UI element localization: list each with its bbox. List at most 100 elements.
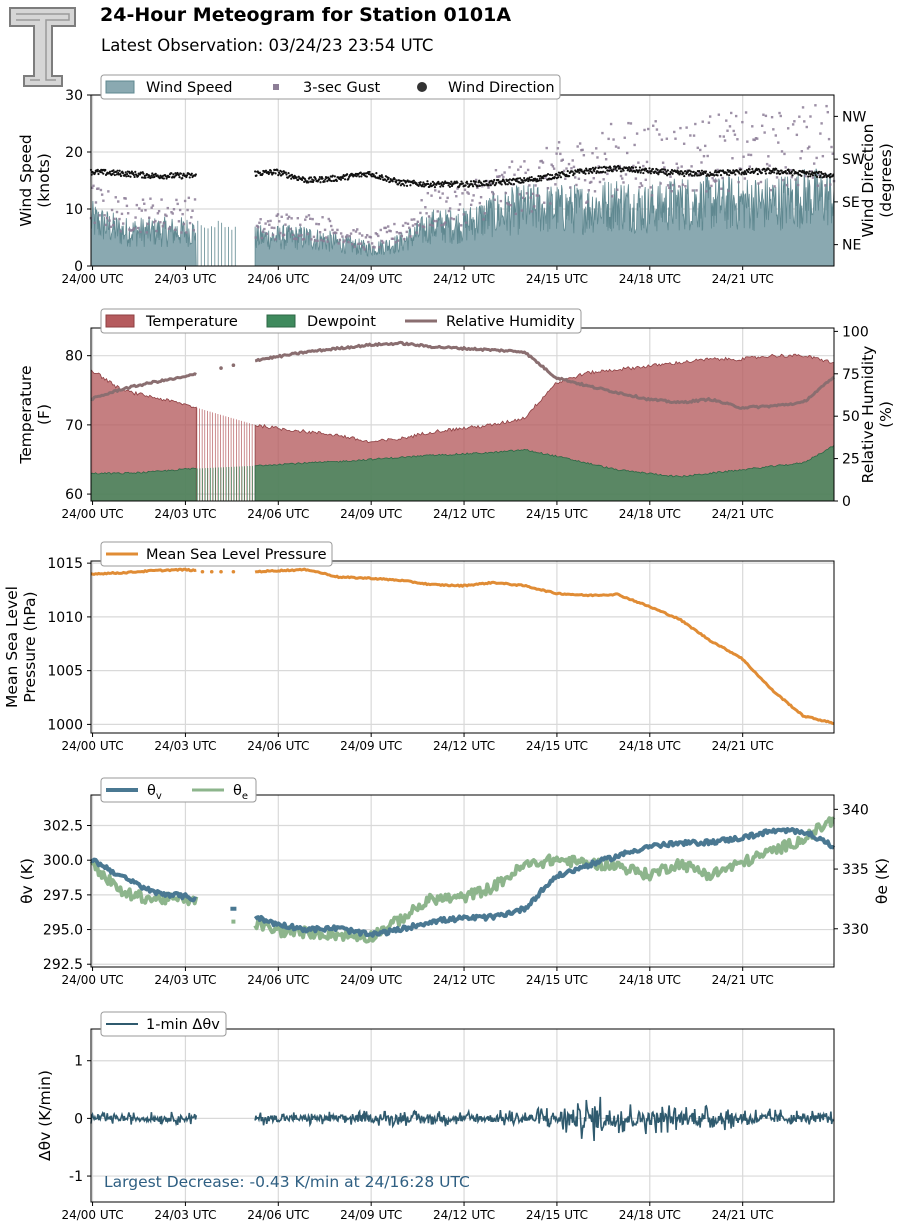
gust-point xyxy=(471,199,474,202)
wind-direction-point xyxy=(121,171,125,175)
gust-point xyxy=(543,201,546,204)
legend-entry: Temperature xyxy=(105,314,238,330)
wind-direction-point xyxy=(627,168,630,171)
wind-direction-point xyxy=(584,172,587,175)
gust-point xyxy=(117,200,120,203)
gust-point xyxy=(591,152,594,155)
legend-box xyxy=(100,1011,227,1037)
gust-point xyxy=(443,221,447,224)
gust-point xyxy=(399,231,402,235)
wind-direction-point xyxy=(726,173,729,176)
gust-point xyxy=(318,231,322,234)
dewpoint-area xyxy=(254,443,835,502)
gust-point xyxy=(507,203,510,206)
wind-direction-point xyxy=(255,174,258,177)
gust-point xyxy=(628,168,631,172)
wind-direction-point xyxy=(185,175,188,179)
y2-tick-label: 340 xyxy=(842,802,869,818)
gust-point xyxy=(814,104,817,107)
gust-point xyxy=(704,144,707,148)
gust-point xyxy=(747,153,750,156)
gust-point xyxy=(364,236,368,239)
gust-point xyxy=(503,171,506,174)
wind-direction-point xyxy=(666,174,669,177)
gust-point xyxy=(297,234,301,237)
gust-point xyxy=(445,200,448,203)
wind-direction-point xyxy=(689,172,692,176)
gust-point xyxy=(187,196,191,200)
gust-point xyxy=(736,138,739,141)
gust-point xyxy=(172,208,176,211)
wind-direction-point xyxy=(580,168,583,171)
gust-point xyxy=(149,197,152,200)
wind-direction-point xyxy=(792,169,795,172)
gust-point xyxy=(725,119,728,122)
legend-entry: 3-sec Gust xyxy=(273,80,380,96)
wind-direction-point xyxy=(368,170,371,174)
wind-direction-point xyxy=(437,180,440,183)
gust-point xyxy=(622,181,625,184)
gust-point xyxy=(483,212,486,215)
wind-direction-point xyxy=(330,179,333,183)
wind-direction-point xyxy=(154,172,157,175)
wind-direction-point xyxy=(412,179,415,182)
wind-direction-point xyxy=(530,175,533,179)
gust-point xyxy=(798,115,801,118)
gust-point xyxy=(115,210,119,214)
wind-direction-point xyxy=(763,168,766,171)
gust-point xyxy=(565,167,568,170)
wind-direction-point xyxy=(153,175,156,179)
gust-point xyxy=(611,195,614,198)
y2-tick-label: 25 xyxy=(842,452,860,468)
gust-point xyxy=(830,145,833,149)
gust-point xyxy=(827,137,831,141)
gust-point xyxy=(692,134,696,137)
legend-entry: 1-min Δθv xyxy=(106,1017,220,1033)
gust-point xyxy=(564,177,567,181)
gust-point xyxy=(354,230,358,233)
gust-point xyxy=(120,212,124,216)
wind-direction-point xyxy=(484,179,488,182)
gust-point xyxy=(517,168,520,171)
gust-point xyxy=(614,145,618,148)
gust-point xyxy=(492,192,495,196)
y-tick-label: -1 xyxy=(69,1169,83,1185)
mslp-point xyxy=(219,569,223,574)
wind-direction-point xyxy=(460,180,463,183)
wind-direction-point xyxy=(666,169,669,172)
gust-point xyxy=(544,176,547,180)
gust-point xyxy=(604,158,608,161)
wind-direction-point xyxy=(149,176,153,179)
wind-direction-point xyxy=(132,173,136,177)
gust-point xyxy=(110,208,114,212)
x-tick-label: 24/03 UTC xyxy=(154,1208,216,1222)
gust-point xyxy=(660,138,664,141)
gust-point xyxy=(107,190,110,193)
gust-point xyxy=(161,224,165,228)
gust-point xyxy=(403,237,406,241)
gust-point xyxy=(601,131,604,135)
mslp-line xyxy=(254,567,835,726)
gust-point xyxy=(762,113,765,116)
x-tick-label: 24/00 UTC xyxy=(61,507,123,521)
gust-point xyxy=(174,228,177,232)
wind-direction-point xyxy=(419,181,422,184)
x-tick-label: 24/21 UTC xyxy=(712,739,774,753)
wind-direction-point xyxy=(108,170,112,173)
gust-point xyxy=(396,239,400,242)
wind-direction-point xyxy=(595,171,598,175)
gust-point xyxy=(708,115,712,118)
wind-direction-point xyxy=(469,180,473,183)
wind-direction-point xyxy=(665,170,668,173)
wind-direction-point xyxy=(483,184,486,187)
gust-point xyxy=(458,203,462,206)
gust-point xyxy=(699,148,702,152)
y2-tick-label: 0 xyxy=(842,494,851,510)
wind-direction-point xyxy=(365,175,368,178)
wind-direction-point xyxy=(268,171,271,174)
wind-direction-point xyxy=(716,174,719,177)
wind-direction-point xyxy=(125,175,128,178)
gust-point xyxy=(181,212,184,216)
gust-point xyxy=(429,223,432,227)
y-tick-label: 300.0 xyxy=(43,853,83,869)
